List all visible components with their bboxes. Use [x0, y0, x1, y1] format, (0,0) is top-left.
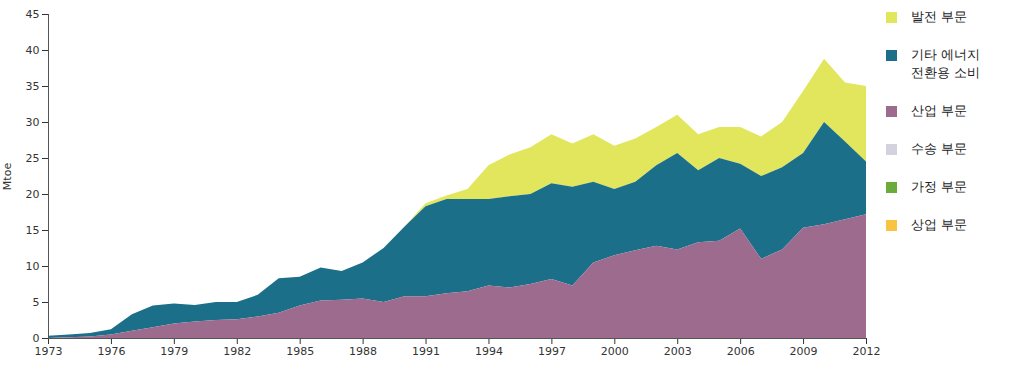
svg-text:10: 10: [26, 260, 40, 273]
svg-text:45: 45: [26, 8, 40, 21]
svg-text:1988: 1988: [349, 345, 377, 358]
svg-text:1976: 1976: [97, 345, 125, 358]
html-text:기타 에너지 전환용 소비: 기타 에너지 전환용 소비: [911, 47, 981, 80]
html-text:가정 부문: 가정 부문: [911, 179, 968, 194]
svg-text:1991: 1991: [412, 345, 440, 358]
svg-text:30: 30: [26, 116, 40, 129]
svg-text:1982: 1982: [223, 345, 251, 358]
svg-text:1994: 1994: [475, 345, 503, 358]
svg-text:2000: 2000: [601, 345, 629, 358]
svg-text:1979: 1979: [160, 345, 188, 358]
svg-text:40: 40: [26, 44, 40, 57]
html-text:수송 부문: 수송 부문: [911, 141, 968, 156]
html-text:발전 부문: 발전 부문: [911, 9, 968, 24]
svg-text:0: 0: [33, 332, 40, 345]
svg-text:15: 15: [26, 224, 40, 237]
svg-text:20: 20: [26, 188, 40, 201]
svg-text:2003: 2003: [664, 345, 692, 358]
svg-text:1997: 1997: [538, 345, 566, 358]
svg-text:2009: 2009: [790, 345, 818, 358]
html-text:산업 부문: 산업 부문: [911, 103, 968, 118]
svg-text:1973: 1973: [35, 345, 63, 358]
svg-text:25: 25: [26, 152, 40, 165]
html-text:상업 부문: 상업 부문: [911, 217, 968, 232]
svg-text:5: 5: [33, 296, 40, 309]
svg-text:2006: 2006: [727, 345, 755, 358]
svg-text:35: 35: [26, 80, 40, 93]
svg-text:Mtoe: Mtoe: [1, 163, 14, 191]
svg-text:2012: 2012: [853, 345, 881, 358]
svg-text:1985: 1985: [286, 345, 314, 358]
